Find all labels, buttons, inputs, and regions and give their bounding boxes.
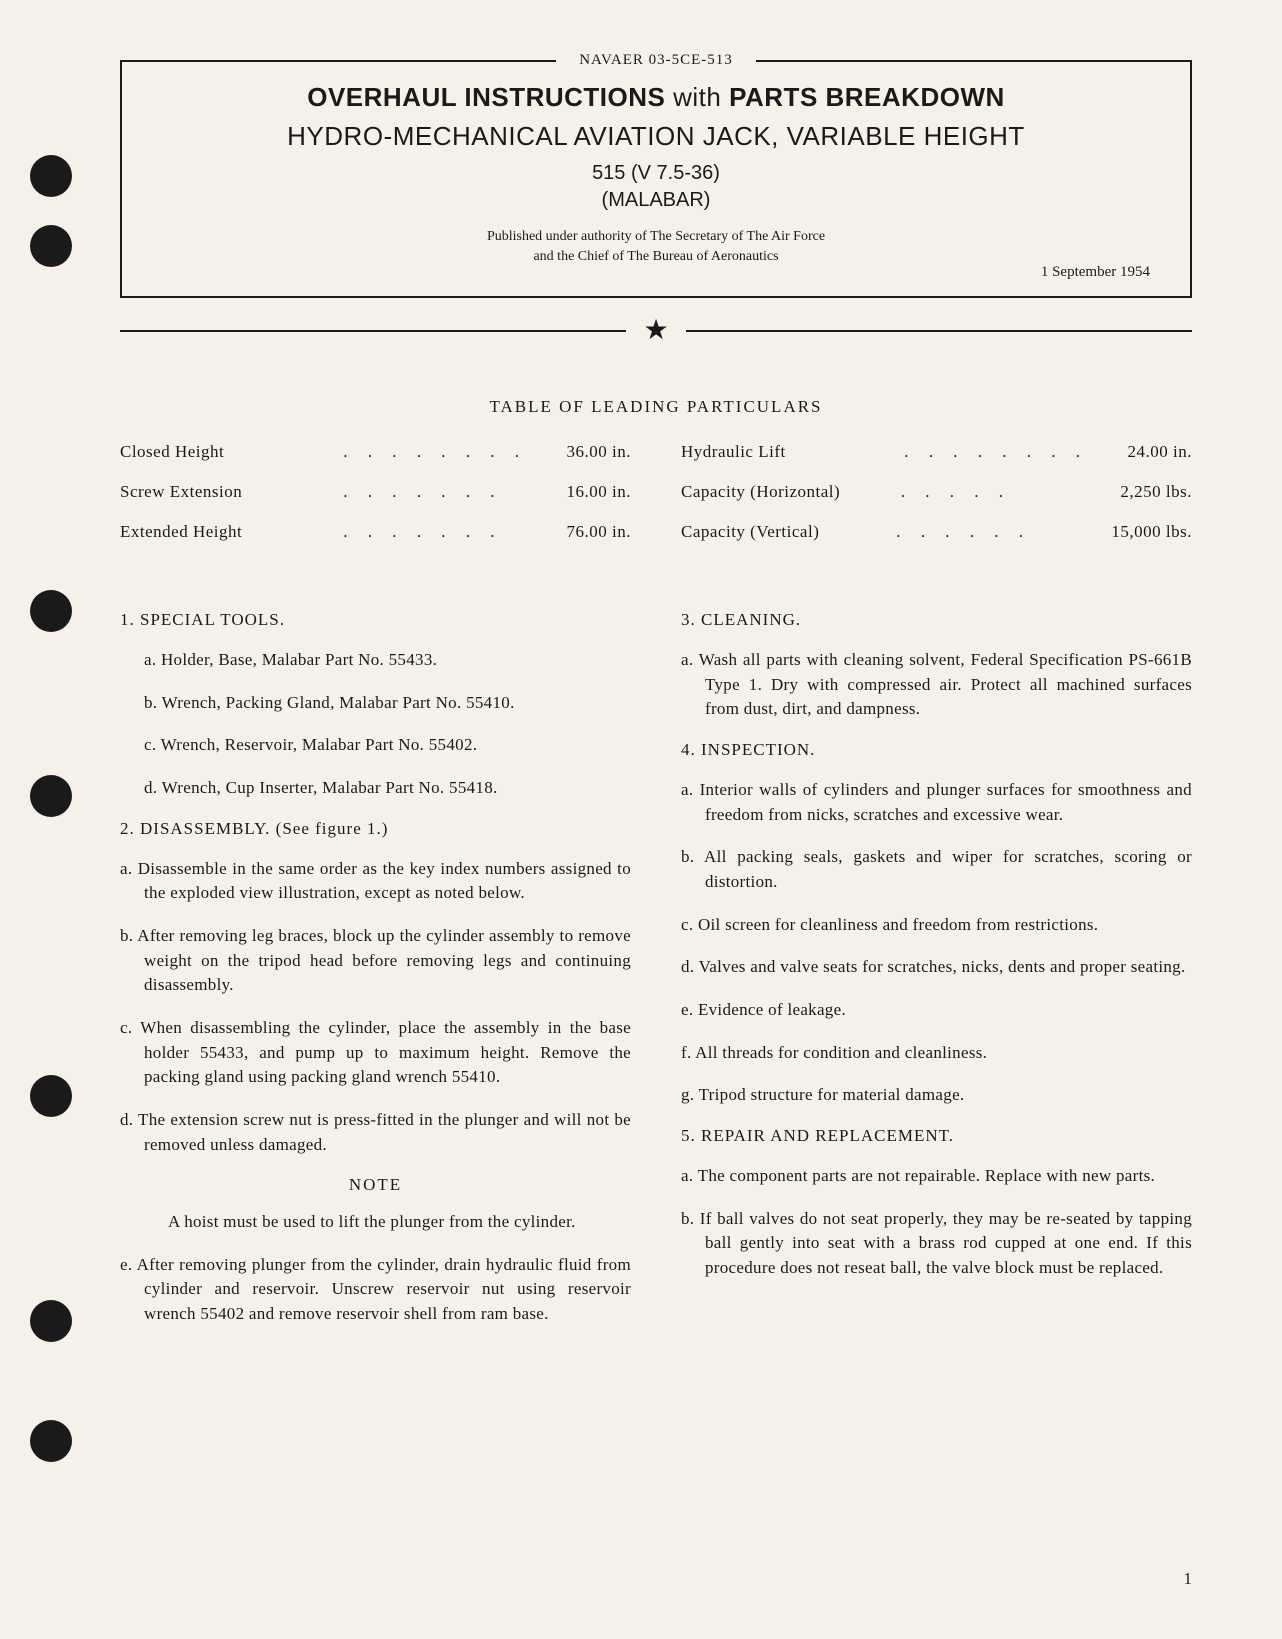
particular-value: 2,250 lbs.	[1120, 482, 1192, 502]
page-number: 1	[1184, 1569, 1193, 1589]
list-item: a. Wash all parts with cleaning solvent,…	[681, 648, 1192, 722]
pub-line1: Published under authority of The Secreta…	[487, 229, 825, 244]
hole	[30, 225, 72, 267]
particular-value: 16.00 in.	[567, 482, 631, 502]
particular-value: 76.00 in.	[567, 522, 631, 542]
particulars-col-left: Closed Height . . . . . . . . 36.00 in. …	[120, 442, 631, 562]
title-date: 1 September 1954	[1041, 264, 1150, 281]
particular-dots: . . . . .	[901, 482, 1121, 502]
particular-label: Extended Height	[120, 522, 343, 542]
particular-row: Hydraulic Lift . . . . . . . . 24.00 in.	[681, 442, 1192, 462]
list-item: a. Holder, Base, Malabar Part No. 55433.	[120, 648, 631, 673]
particular-row: Screw Extension . . . . . . . 16.00 in.	[120, 482, 631, 502]
list-item: f. All threads for condition and cleanli…	[681, 1041, 1192, 1066]
hole	[30, 1300, 72, 1342]
content-col-right: 3. CLEANING. a. Wash all parts with clea…	[681, 602, 1192, 1345]
header-code: NAVAER 03-5CE-513	[569, 52, 743, 69]
list-item: c. Oil screen for cleanliness and freedo…	[681, 913, 1192, 938]
particular-dots: . . . . . .	[896, 522, 1111, 542]
star-icon: ★	[633, 313, 678, 347]
content-col-left: 1. SPECIAL TOOLS. a. Holder, Base, Malab…	[120, 602, 631, 1345]
particular-value: 24.00 in.	[1128, 442, 1192, 462]
particular-dots: . . . . . . .	[343, 522, 566, 542]
list-item: b. If ball valves do not seat properly, …	[681, 1207, 1192, 1281]
title-sub: HYDRO-MECHANICAL AVIATION JACK, VARIABLE…	[162, 121, 1150, 152]
title-with: with	[673, 82, 721, 112]
particular-row: Capacity (Horizontal) . . . . . 2,250 lb…	[681, 482, 1192, 502]
divider-line	[120, 330, 626, 332]
list-item: b. All packing seals, gaskets and wiper …	[681, 845, 1192, 894]
particulars-col-right: Hydraulic Lift . . . . . . . . 24.00 in.…	[681, 442, 1192, 562]
title-parts: PARTS BREAKDOWN	[729, 82, 1005, 112]
particular-dots: . . . . . . . .	[343, 442, 566, 462]
section-head: 4. INSPECTION.	[681, 740, 1192, 760]
section-head: 5. REPAIR AND REPLACEMENT.	[681, 1126, 1192, 1146]
list-item: a. Interior walls of cylinders and plung…	[681, 778, 1192, 827]
list-item: b. After removing leg braces, block up t…	[120, 924, 631, 998]
star-divider: ★	[120, 313, 1192, 347]
particular-row: Capacity (Vertical) . . . . . . 15,000 l…	[681, 522, 1192, 542]
list-item: c. When disassembling the cylinder, plac…	[120, 1016, 631, 1090]
list-item: g. Tripod structure for material damage.	[681, 1083, 1192, 1108]
hole	[30, 775, 72, 817]
note-body: A hoist must be used to lift the plunger…	[120, 1210, 631, 1235]
hole	[30, 155, 72, 197]
title-manufacturer: (MALABAR)	[162, 189, 1150, 212]
particulars-table: Closed Height . . . . . . . . 36.00 in. …	[120, 442, 1192, 562]
particular-value: 15,000 lbs.	[1111, 522, 1192, 542]
hole	[30, 1420, 72, 1462]
section-head: 2. DISASSEMBLY. (See figure 1.)	[120, 819, 631, 839]
hole	[30, 590, 72, 632]
particular-label: Capacity (Horizontal)	[681, 482, 901, 502]
particular-label: Hydraulic Lift	[681, 442, 904, 462]
list-item: d. The extension screw nut is press-fitt…	[120, 1108, 631, 1157]
particular-label: Screw Extension	[120, 482, 343, 502]
title-box: NAVAER 03-5CE-513 OVERHAUL INSTRUCTIONS …	[120, 60, 1192, 298]
section-head: 1. SPECIAL TOOLS.	[120, 610, 631, 630]
particular-row: Extended Height . . . . . . . 76.00 in.	[120, 522, 631, 542]
title-overhaul: OVERHAUL INSTRUCTIONS	[307, 82, 665, 112]
list-item: a. Disassemble in the same order as the …	[120, 857, 631, 906]
title-main: OVERHAUL INSTRUCTIONS with PARTS BREAKDO…	[162, 82, 1150, 113]
content-columns: 1. SPECIAL TOOLS. a. Holder, Base, Malab…	[120, 602, 1192, 1345]
section-head: 3. CLEANING.	[681, 610, 1192, 630]
particular-dots: . . . . . . . .	[904, 442, 1127, 462]
list-item: e. After removing plunger from the cylin…	[120, 1253, 631, 1327]
particular-label: Closed Height	[120, 442, 343, 462]
particular-row: Closed Height . . . . . . . . 36.00 in.	[120, 442, 631, 462]
hole	[30, 1075, 72, 1117]
pub-line2: and the Chief of The Bureau of Aeronauti…	[533, 249, 778, 264]
title-published: Published under authority of The Secreta…	[162, 227, 1150, 266]
particulars-title: TABLE OF LEADING PARTICULARS	[120, 397, 1192, 417]
list-item: c. Wrench, Reservoir, Malabar Part No. 5…	[120, 733, 631, 758]
list-item: d. Wrench, Cup Inserter, Malabar Part No…	[120, 776, 631, 801]
list-item: a. The component parts are not repairabl…	[681, 1164, 1192, 1189]
particular-label: Capacity (Vertical)	[681, 522, 896, 542]
particular-value: 36.00 in.	[567, 442, 631, 462]
list-item: b. Wrench, Packing Gland, Malabar Part N…	[120, 691, 631, 716]
note-head: NOTE	[120, 1175, 631, 1195]
divider-line	[686, 330, 1192, 332]
list-item: d. Valves and valve seats for scratches,…	[681, 955, 1192, 980]
particular-dots: . . . . . . .	[343, 482, 566, 502]
title-model: 515 (V 7.5-36)	[162, 162, 1150, 185]
list-item: e. Evidence of leakage.	[681, 998, 1192, 1023]
